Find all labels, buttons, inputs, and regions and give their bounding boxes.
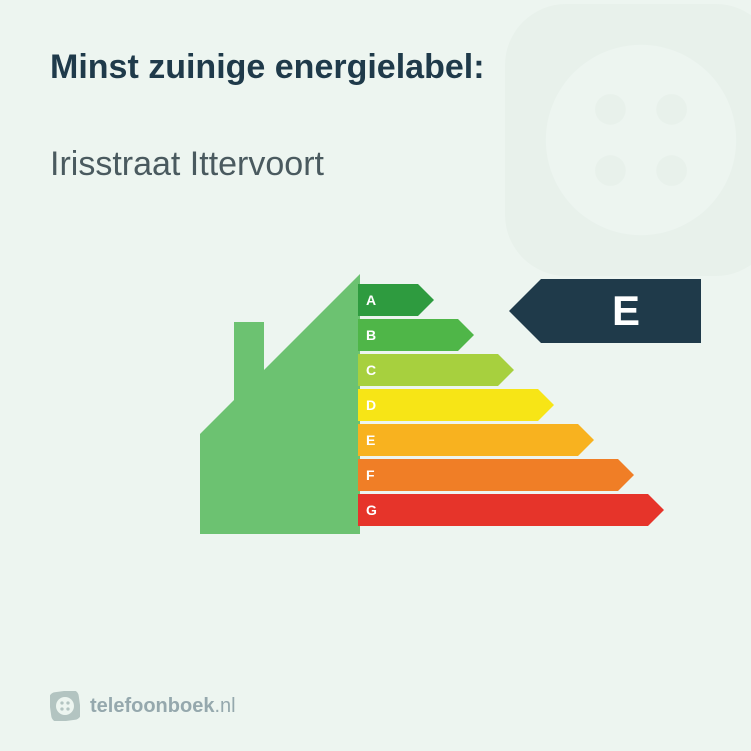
footer-brand-name: telefoonboek [90, 695, 214, 718]
card-subtitle: Irisstraat Ittervoort [50, 145, 701, 184]
pointer-body: E [541, 279, 701, 343]
energy-bar-c: C [358, 354, 664, 386]
footer-brand: telefoonboek.nl [90, 695, 236, 718]
bar-letter: B [366, 327, 376, 343]
house-icon [200, 274, 360, 534]
bar-letter: E [366, 432, 375, 448]
bar-letter: C [366, 362, 376, 378]
card-title: Minst zuinige energielabel: [50, 48, 701, 87]
footer: telefoonboek.nl [50, 691, 236, 721]
energy-bar-e: E [358, 424, 664, 456]
pointer-arrow-icon [509, 279, 541, 343]
energy-label-card: Minst zuinige energielabel: Irisstraat I… [0, 0, 751, 751]
bar-letter: F [366, 467, 375, 483]
bar-letter: A [366, 292, 376, 308]
energy-bar-g: G [358, 494, 664, 526]
rating-pointer: E [509, 279, 701, 343]
footer-brand-tld: .nl [214, 695, 235, 718]
energy-bar-d: D [358, 389, 664, 421]
energy-bar-f: F [358, 459, 664, 491]
footer-logo-icon [50, 691, 80, 721]
energy-chart: A B C D E F G E [50, 274, 701, 554]
pointer-label: E [612, 287, 640, 335]
bar-letter: G [366, 502, 377, 518]
bar-letter: D [366, 397, 376, 413]
